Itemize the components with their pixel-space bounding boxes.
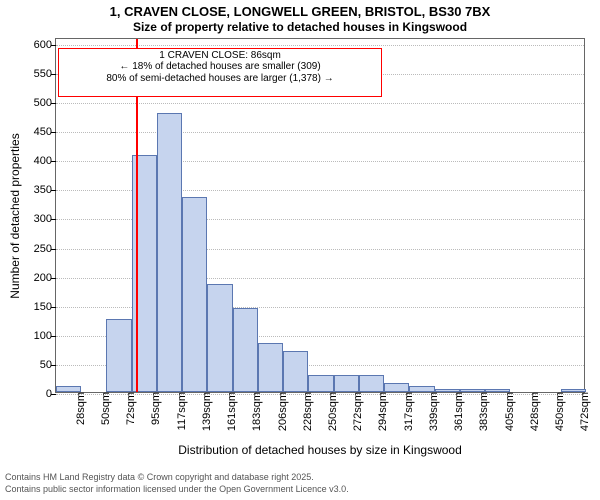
x-tick-label: 228sqm [296, 392, 314, 431]
y-tick-label: 500 [34, 97, 56, 109]
y-tick-label: 450 [34, 126, 56, 138]
footer-line-1: Contains HM Land Registry data © Crown c… [5, 472, 314, 483]
y-tick-label: 600 [34, 39, 56, 51]
x-tick-label: 428sqm [523, 392, 541, 431]
x-tick-label: 383sqm [472, 392, 490, 431]
x-tick-label: 183sqm [245, 392, 263, 431]
plot-area-wrap: 05010015020025030035040045050055060028sq… [55, 38, 585, 393]
y-tick-label: 100 [34, 330, 56, 342]
x-tick-label: 361sqm [447, 392, 465, 431]
y-tick-label: 50 [40, 359, 56, 371]
x-tick-label: 250sqm [321, 392, 339, 431]
annotation-box: 1 CRAVEN CLOSE: 86sqm← 18% of detached h… [58, 48, 382, 97]
bar [207, 284, 232, 392]
bar [384, 383, 409, 392]
y-tick-label: 550 [34, 68, 56, 80]
bar [258, 343, 283, 392]
x-tick-label: 272sqm [346, 392, 364, 431]
x-tick-label: 294sqm [371, 392, 389, 431]
x-tick-label: 72sqm [119, 392, 137, 425]
bar [106, 319, 131, 392]
bar [334, 375, 359, 392]
bar [182, 197, 207, 392]
x-tick-label: 28sqm [69, 392, 87, 425]
x-tick-label: 450sqm [548, 392, 566, 431]
annotation-line: 1 CRAVEN CLOSE: 86sqm [61, 50, 379, 62]
x-tick-label: 50sqm [94, 392, 112, 425]
x-tick-label: 139sqm [195, 392, 213, 431]
y-tick-label: 200 [34, 272, 56, 284]
footer-line-2: Contains public sector information licen… [5, 484, 349, 495]
x-tick-label: 161sqm [220, 392, 238, 431]
x-tick-label: 206sqm [271, 392, 289, 431]
annotation-line: 80% of semi-detached houses are larger (… [61, 73, 379, 85]
x-tick-label: 472sqm [573, 392, 591, 431]
page-title: 1, CRAVEN CLOSE, LONGWELL GREEN, BRISTOL… [0, 0, 600, 20]
y-tick-label: 150 [34, 301, 56, 313]
annotation-line: ← 18% of detached houses are smaller (30… [61, 61, 379, 73]
x-tick-label: 317sqm [397, 392, 415, 431]
bar [359, 375, 384, 392]
bar [233, 308, 258, 392]
y-tick-label: 250 [34, 243, 56, 255]
y-axis-title: Number of detached properties [8, 133, 22, 298]
bar [308, 375, 333, 392]
y-tick-label: 400 [34, 155, 56, 167]
y-tick-label: 300 [34, 213, 56, 225]
bar [157, 113, 182, 392]
bar [283, 351, 308, 392]
page-subtitle: Size of property relative to detached ho… [0, 20, 600, 34]
plot-area: 05010015020025030035040045050055060028sq… [55, 38, 585, 393]
x-tick-label: 95sqm [144, 392, 162, 425]
x-tick-label: 339sqm [422, 392, 440, 431]
x-axis-title: Distribution of detached houses by size … [55, 443, 585, 457]
y-tick-label: 0 [46, 388, 56, 400]
x-tick-label: 405sqm [498, 392, 516, 431]
x-tick-label: 117sqm [170, 392, 188, 430]
y-tick-label: 350 [34, 184, 56, 196]
